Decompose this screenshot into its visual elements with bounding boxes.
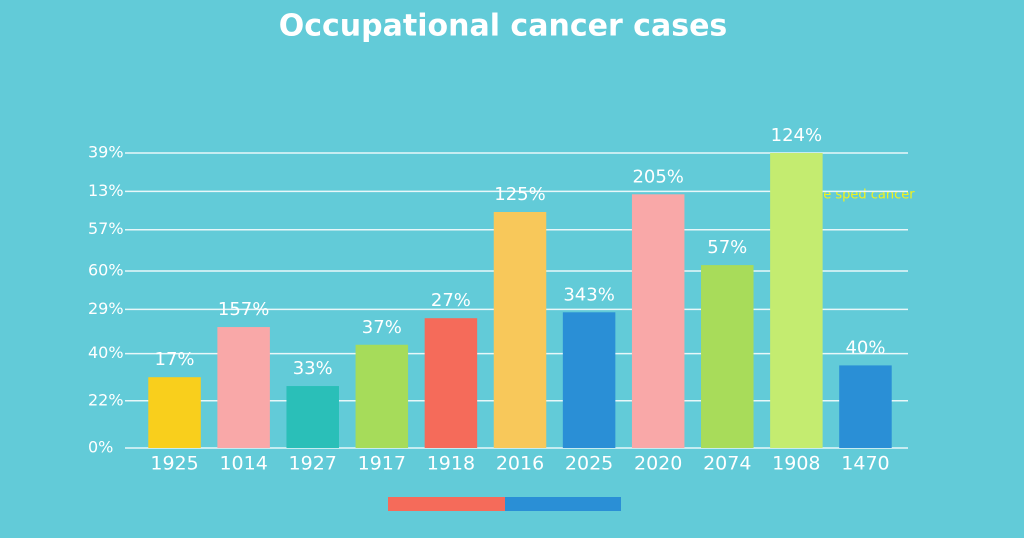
y-tick-label: 40% bbox=[88, 343, 124, 362]
legend-swatch bbox=[505, 497, 621, 511]
x-tick-label: 1917 bbox=[358, 453, 406, 475]
x-tick-label: 2074 bbox=[703, 453, 751, 475]
value-label: 124% bbox=[771, 125, 822, 146]
bar bbox=[148, 377, 201, 448]
y-tick-label: 57% bbox=[88, 219, 124, 238]
value-label: 343% bbox=[563, 284, 614, 305]
x-tick-label: 2020 bbox=[634, 453, 682, 475]
bar bbox=[839, 365, 892, 448]
value-label: 33% bbox=[293, 358, 333, 379]
bar bbox=[286, 386, 339, 448]
x-tick-label: 2016 bbox=[496, 453, 544, 475]
value-label: 17% bbox=[155, 349, 195, 370]
value-label: 57% bbox=[707, 237, 747, 258]
y-tick-label: 60% bbox=[88, 261, 124, 280]
bar bbox=[217, 327, 270, 448]
y-tick-label: 0% bbox=[88, 438, 113, 457]
x-tick-label: 1470 bbox=[841, 453, 889, 475]
chart-title: Occupational cancer cases bbox=[279, 9, 728, 44]
y-tick-label: 13% bbox=[88, 181, 124, 200]
x-tick-label: 1925 bbox=[150, 453, 198, 475]
value-label: 40% bbox=[845, 337, 885, 358]
value-label: 125% bbox=[494, 184, 545, 205]
y-tick-label: 39% bbox=[88, 143, 124, 162]
bar bbox=[562, 312, 616, 448]
bar bbox=[631, 194, 685, 448]
bar bbox=[701, 265, 754, 448]
bar bbox=[770, 153, 823, 448]
annotation: ne sped cancer bbox=[815, 188, 915, 203]
value-label: 157% bbox=[218, 299, 269, 320]
x-tick-label: 1918 bbox=[427, 453, 475, 475]
value-label: 37% bbox=[362, 317, 402, 338]
x-tick-label: 1014 bbox=[219, 453, 267, 475]
x-tick-label: 1927 bbox=[289, 453, 337, 475]
value-label: 27% bbox=[431, 290, 471, 311]
bar bbox=[355, 344, 409, 448]
bar bbox=[493, 212, 547, 448]
y-tick-label: 29% bbox=[88, 299, 124, 318]
value-label: 205% bbox=[632, 166, 683, 187]
bar bbox=[424, 318, 478, 448]
legend-swatch bbox=[388, 497, 505, 511]
x-tick-label: 1908 bbox=[772, 453, 820, 475]
y-tick-label: 22% bbox=[88, 390, 124, 409]
x-tick-label: 2025 bbox=[565, 453, 613, 475]
